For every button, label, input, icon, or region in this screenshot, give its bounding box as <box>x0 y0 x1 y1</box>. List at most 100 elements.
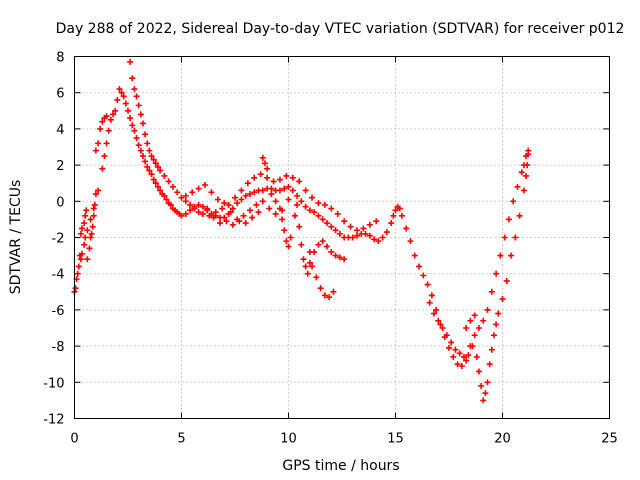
series-scatter-9-12h <box>259 154 348 301</box>
data-point <box>137 147 144 154</box>
y-tick-label: -8 <box>52 340 65 355</box>
data-point <box>283 238 290 245</box>
data-point <box>259 154 266 161</box>
series-main-trace <box>71 86 532 370</box>
data-point <box>317 285 324 292</box>
data-point <box>191 205 198 212</box>
data-point <box>75 263 82 270</box>
data-point <box>135 102 142 109</box>
chart-title: Day 288 of 2022, Sidereal Day-to-day VTE… <box>56 21 625 37</box>
data-point <box>246 191 253 198</box>
data-point <box>403 225 410 232</box>
data-point <box>324 243 331 250</box>
data-point <box>99 118 106 125</box>
data-point <box>287 234 294 241</box>
y-tick-label: 0 <box>56 195 64 210</box>
data-point <box>90 212 97 219</box>
plot-frame <box>74 56 610 419</box>
data-point <box>304 270 311 277</box>
x-tick-label: 15 <box>387 432 404 447</box>
data-point <box>336 230 343 237</box>
data-point <box>488 288 495 295</box>
data-point <box>390 212 397 219</box>
data-point <box>101 153 108 160</box>
series-mid-spread <box>182 182 292 228</box>
data-point <box>296 178 303 185</box>
data-point <box>148 153 155 160</box>
data-point <box>178 194 185 201</box>
data-point <box>437 321 444 328</box>
data-point <box>428 292 435 299</box>
data-point <box>236 218 243 225</box>
data-point <box>373 218 380 225</box>
data-point <box>268 185 275 192</box>
data-point <box>253 201 260 208</box>
data-point <box>189 189 196 196</box>
data-point <box>242 220 249 227</box>
data-point <box>76 252 83 259</box>
data-point <box>92 147 99 154</box>
data-point <box>360 225 367 232</box>
data-point <box>503 277 510 284</box>
data-point <box>518 169 525 176</box>
data-point <box>142 131 149 138</box>
data-point <box>152 160 159 167</box>
data-point <box>319 216 326 223</box>
data-point <box>493 270 500 277</box>
data-point <box>246 207 253 214</box>
data-point <box>268 191 275 198</box>
data-point <box>341 218 348 225</box>
data-point <box>525 151 532 158</box>
data-point <box>488 346 495 353</box>
data-point <box>74 270 81 277</box>
data-point <box>242 192 249 199</box>
data-point <box>306 259 313 266</box>
data-point <box>157 187 164 194</box>
data-point <box>443 332 450 339</box>
data-point <box>319 238 326 245</box>
data-point <box>105 127 112 134</box>
data-point <box>133 134 140 141</box>
data-point <box>392 207 399 214</box>
y-tick-label: -6 <box>52 304 65 319</box>
data-point <box>321 201 328 208</box>
data-point <box>520 187 527 194</box>
data-point <box>122 100 129 107</box>
data-point <box>182 210 189 217</box>
data-point <box>435 317 442 324</box>
data-point <box>264 165 271 172</box>
data-point <box>244 180 251 187</box>
data-point <box>129 122 136 129</box>
data-point <box>261 160 268 167</box>
data-point <box>142 158 149 165</box>
data-point <box>90 205 97 212</box>
data-point <box>118 89 125 96</box>
data-point <box>281 185 288 192</box>
data-point <box>326 294 333 301</box>
data-point <box>289 174 296 181</box>
data-point <box>146 147 153 154</box>
data-point <box>366 232 373 239</box>
data-point <box>349 234 356 241</box>
data-point <box>229 221 236 228</box>
data-point <box>330 288 337 295</box>
data-point <box>446 344 452 351</box>
x-tick-label: 25 <box>601 432 618 447</box>
data-point <box>505 216 512 223</box>
data-point <box>92 191 99 198</box>
data-point <box>272 210 279 217</box>
data-point <box>460 353 467 360</box>
data-point <box>456 350 463 357</box>
data-point <box>473 353 480 360</box>
data-point <box>178 212 185 219</box>
data-point <box>174 189 181 196</box>
data-point <box>219 205 226 212</box>
data-point <box>77 230 84 237</box>
data-point <box>116 86 123 93</box>
y-tick-label: 8 <box>56 51 64 66</box>
data-point <box>144 163 151 170</box>
data-point <box>347 223 354 230</box>
data-point <box>238 187 245 194</box>
y-tick-label: -10 <box>43 376 64 391</box>
